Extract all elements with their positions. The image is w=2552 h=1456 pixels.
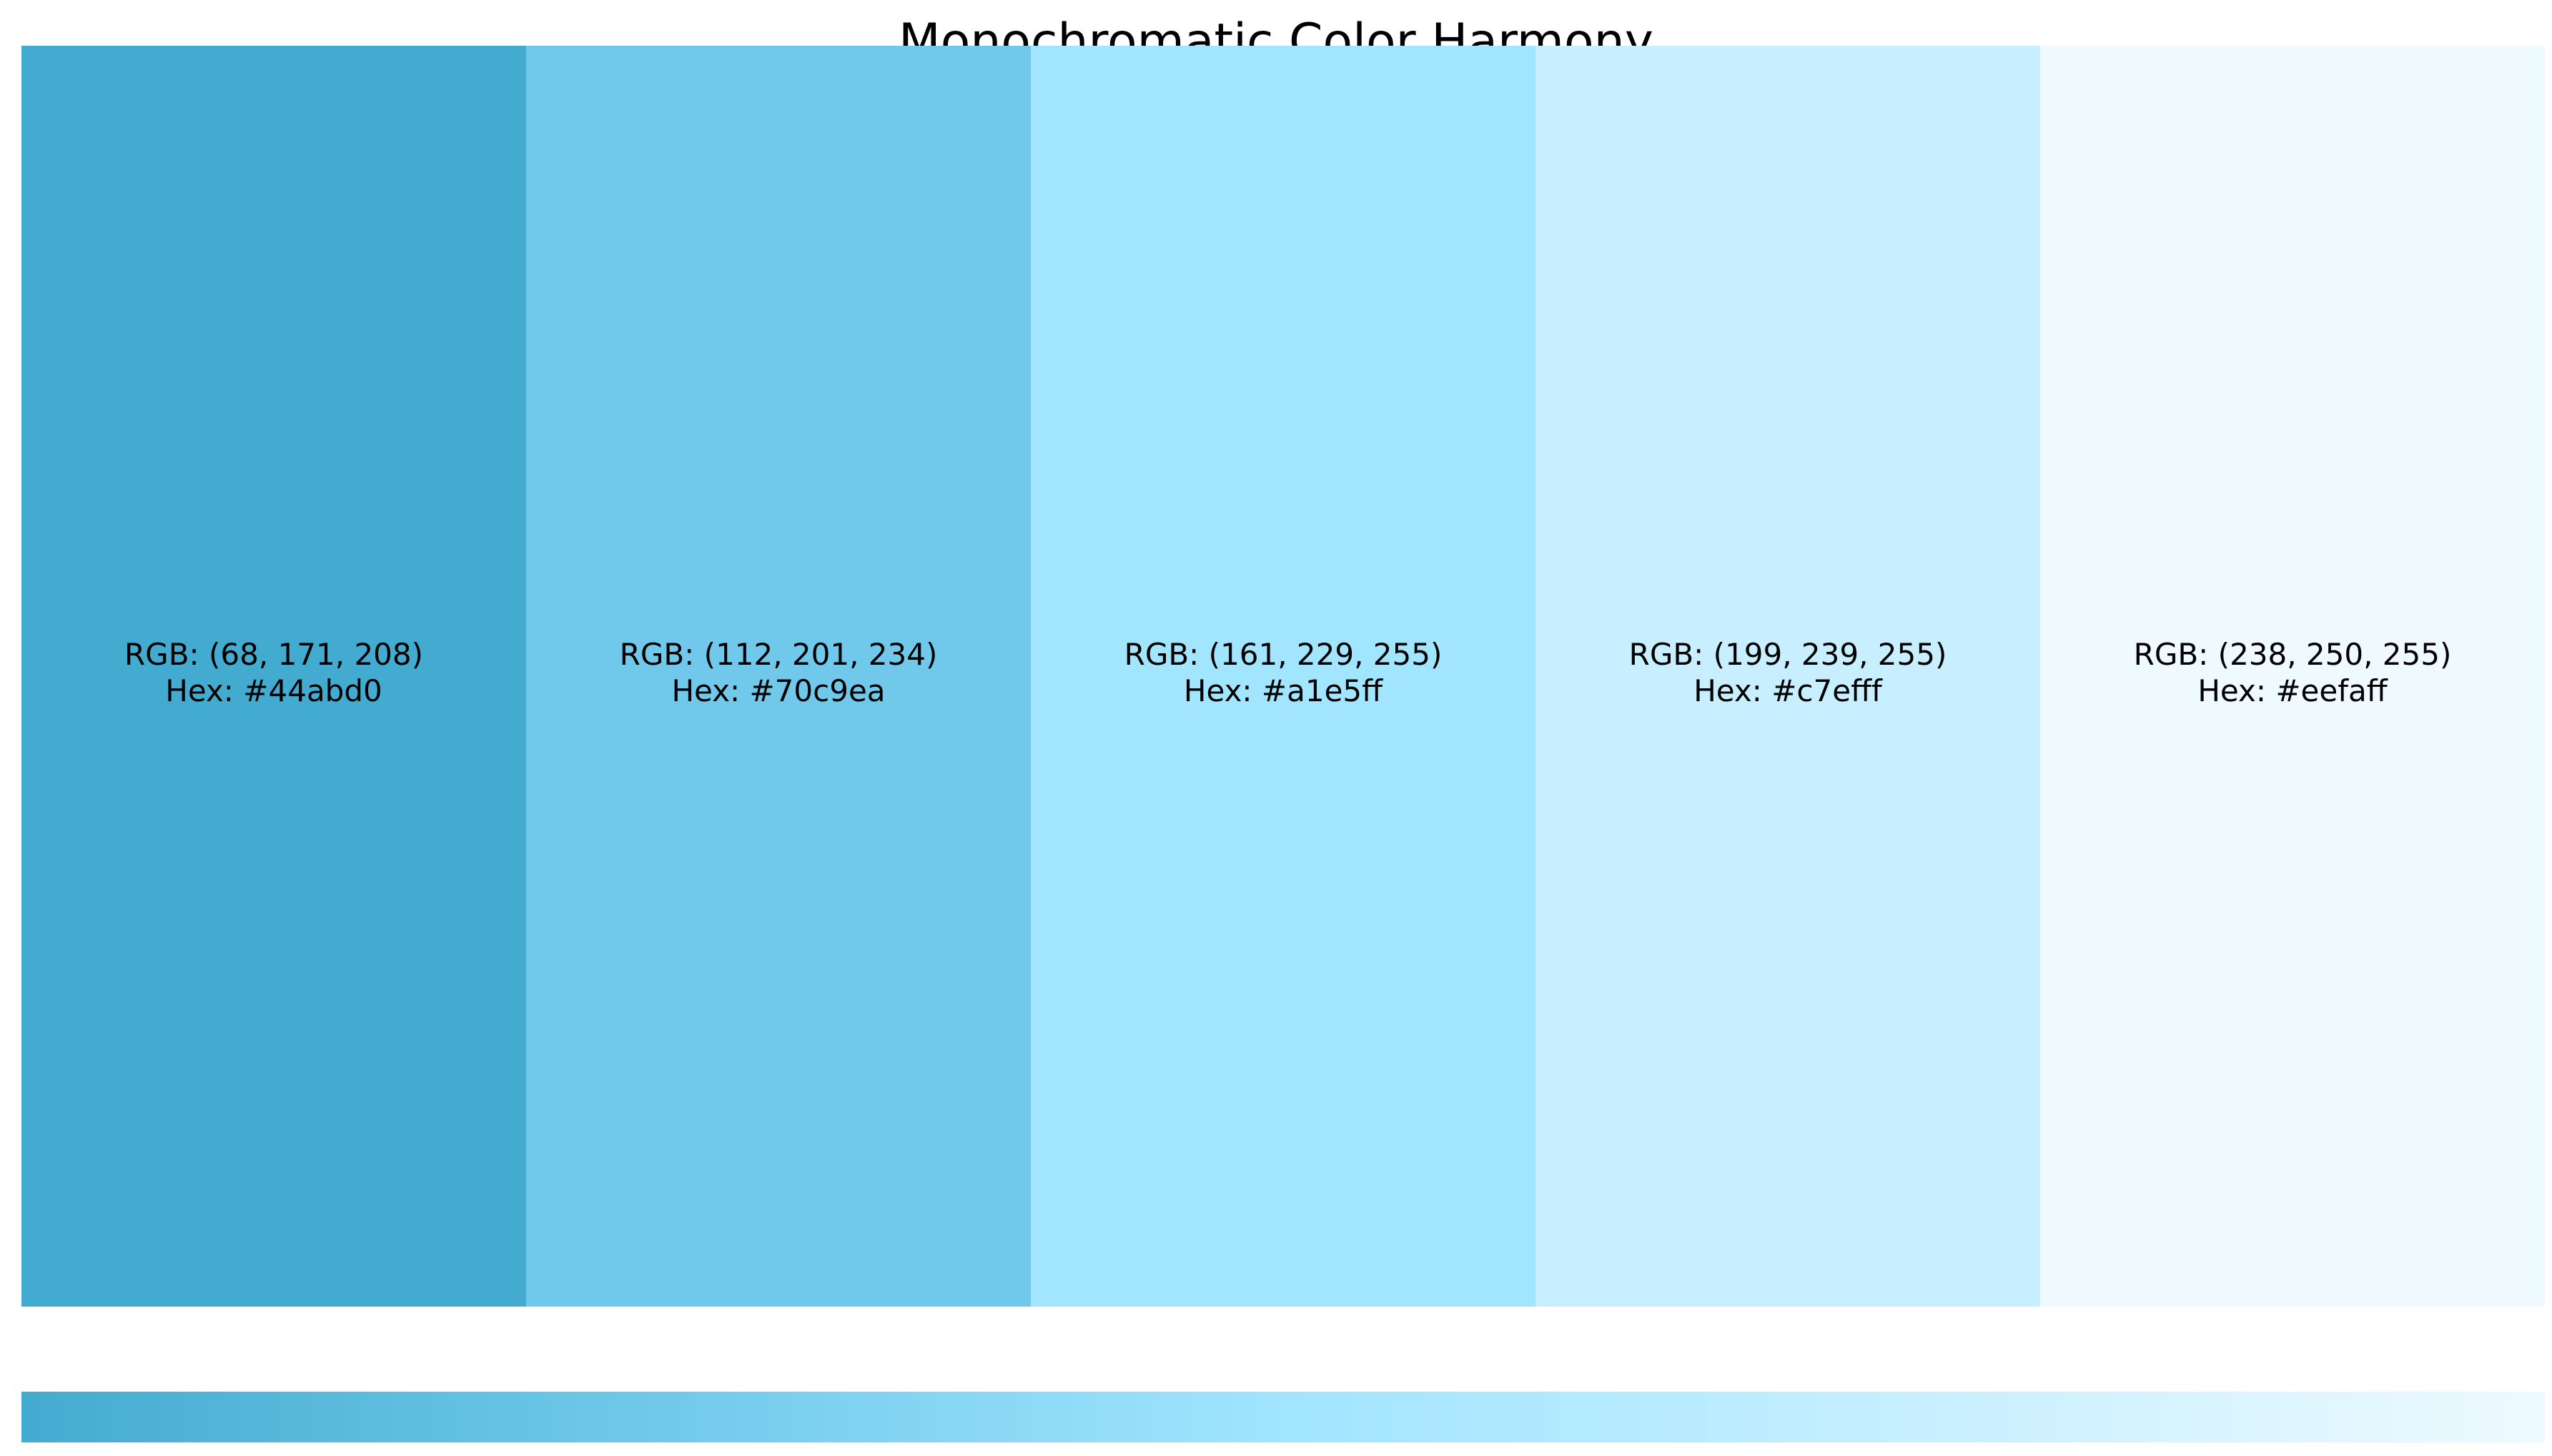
gradient-bar (21, 1392, 2545, 1442)
swatch-hex-label: Hex: #c7efff (1693, 673, 1882, 708)
swatch-rgb-label: RGB: (199, 239, 255) (1628, 637, 1947, 672)
swatch-label: RGB: (199, 239, 255) Hex: #c7efff (1535, 636, 2040, 709)
swatch-hex-label: Hex: #70c9ea (671, 673, 886, 708)
swatch-rgb-label: RGB: (238, 250, 255) (2133, 637, 2452, 672)
color-swatch: RGB: (199, 239, 255) Hex: #c7efff (1535, 46, 2040, 1307)
swatch-rgb-label: RGB: (112, 201, 234) (619, 637, 938, 672)
swatch-label: RGB: (161, 229, 255) Hex: #a1e5ff (1031, 636, 1535, 709)
color-swatch: RGB: (112, 201, 234) Hex: #70c9ea (526, 46, 1031, 1307)
swatch-rgb-label: RGB: (161, 229, 255) (1124, 637, 1443, 672)
swatch-hex-label: Hex: #eefaff (2197, 673, 2388, 708)
swatch-label: RGB: (68, 171, 208) Hex: #44abd0 (21, 636, 526, 709)
swatch-rgb-label: RGB: (68, 171, 208) (124, 637, 423, 672)
swatch-label: RGB: (112, 201, 234) Hex: #70c9ea (526, 636, 1031, 709)
swatch-row: RGB: (68, 171, 208) Hex: #44abd0 RGB: (1… (21, 46, 2545, 1307)
swatch-hex-label: Hex: #a1e5ff (1183, 673, 1383, 708)
color-swatch: RGB: (68, 171, 208) Hex: #44abd0 (21, 46, 526, 1307)
swatch-hex-label: Hex: #44abd0 (165, 673, 382, 708)
color-swatch: RGB: (238, 250, 255) Hex: #eefaff (2040, 46, 2545, 1307)
color-swatch: RGB: (161, 229, 255) Hex: #a1e5ff (1031, 46, 1535, 1307)
swatch-label: RGB: (238, 250, 255) Hex: #eefaff (2040, 636, 2545, 709)
